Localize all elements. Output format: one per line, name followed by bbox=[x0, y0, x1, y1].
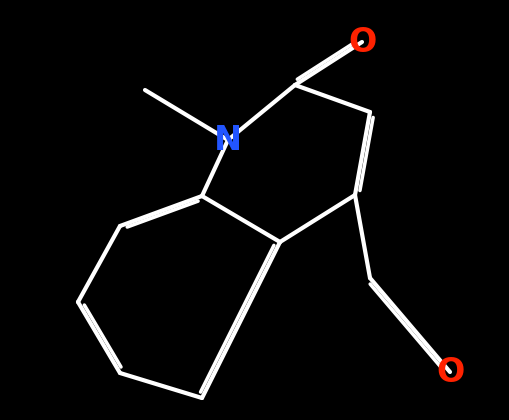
Text: N: N bbox=[214, 123, 242, 157]
Text: O: O bbox=[348, 26, 376, 58]
Text: O: O bbox=[436, 355, 464, 388]
